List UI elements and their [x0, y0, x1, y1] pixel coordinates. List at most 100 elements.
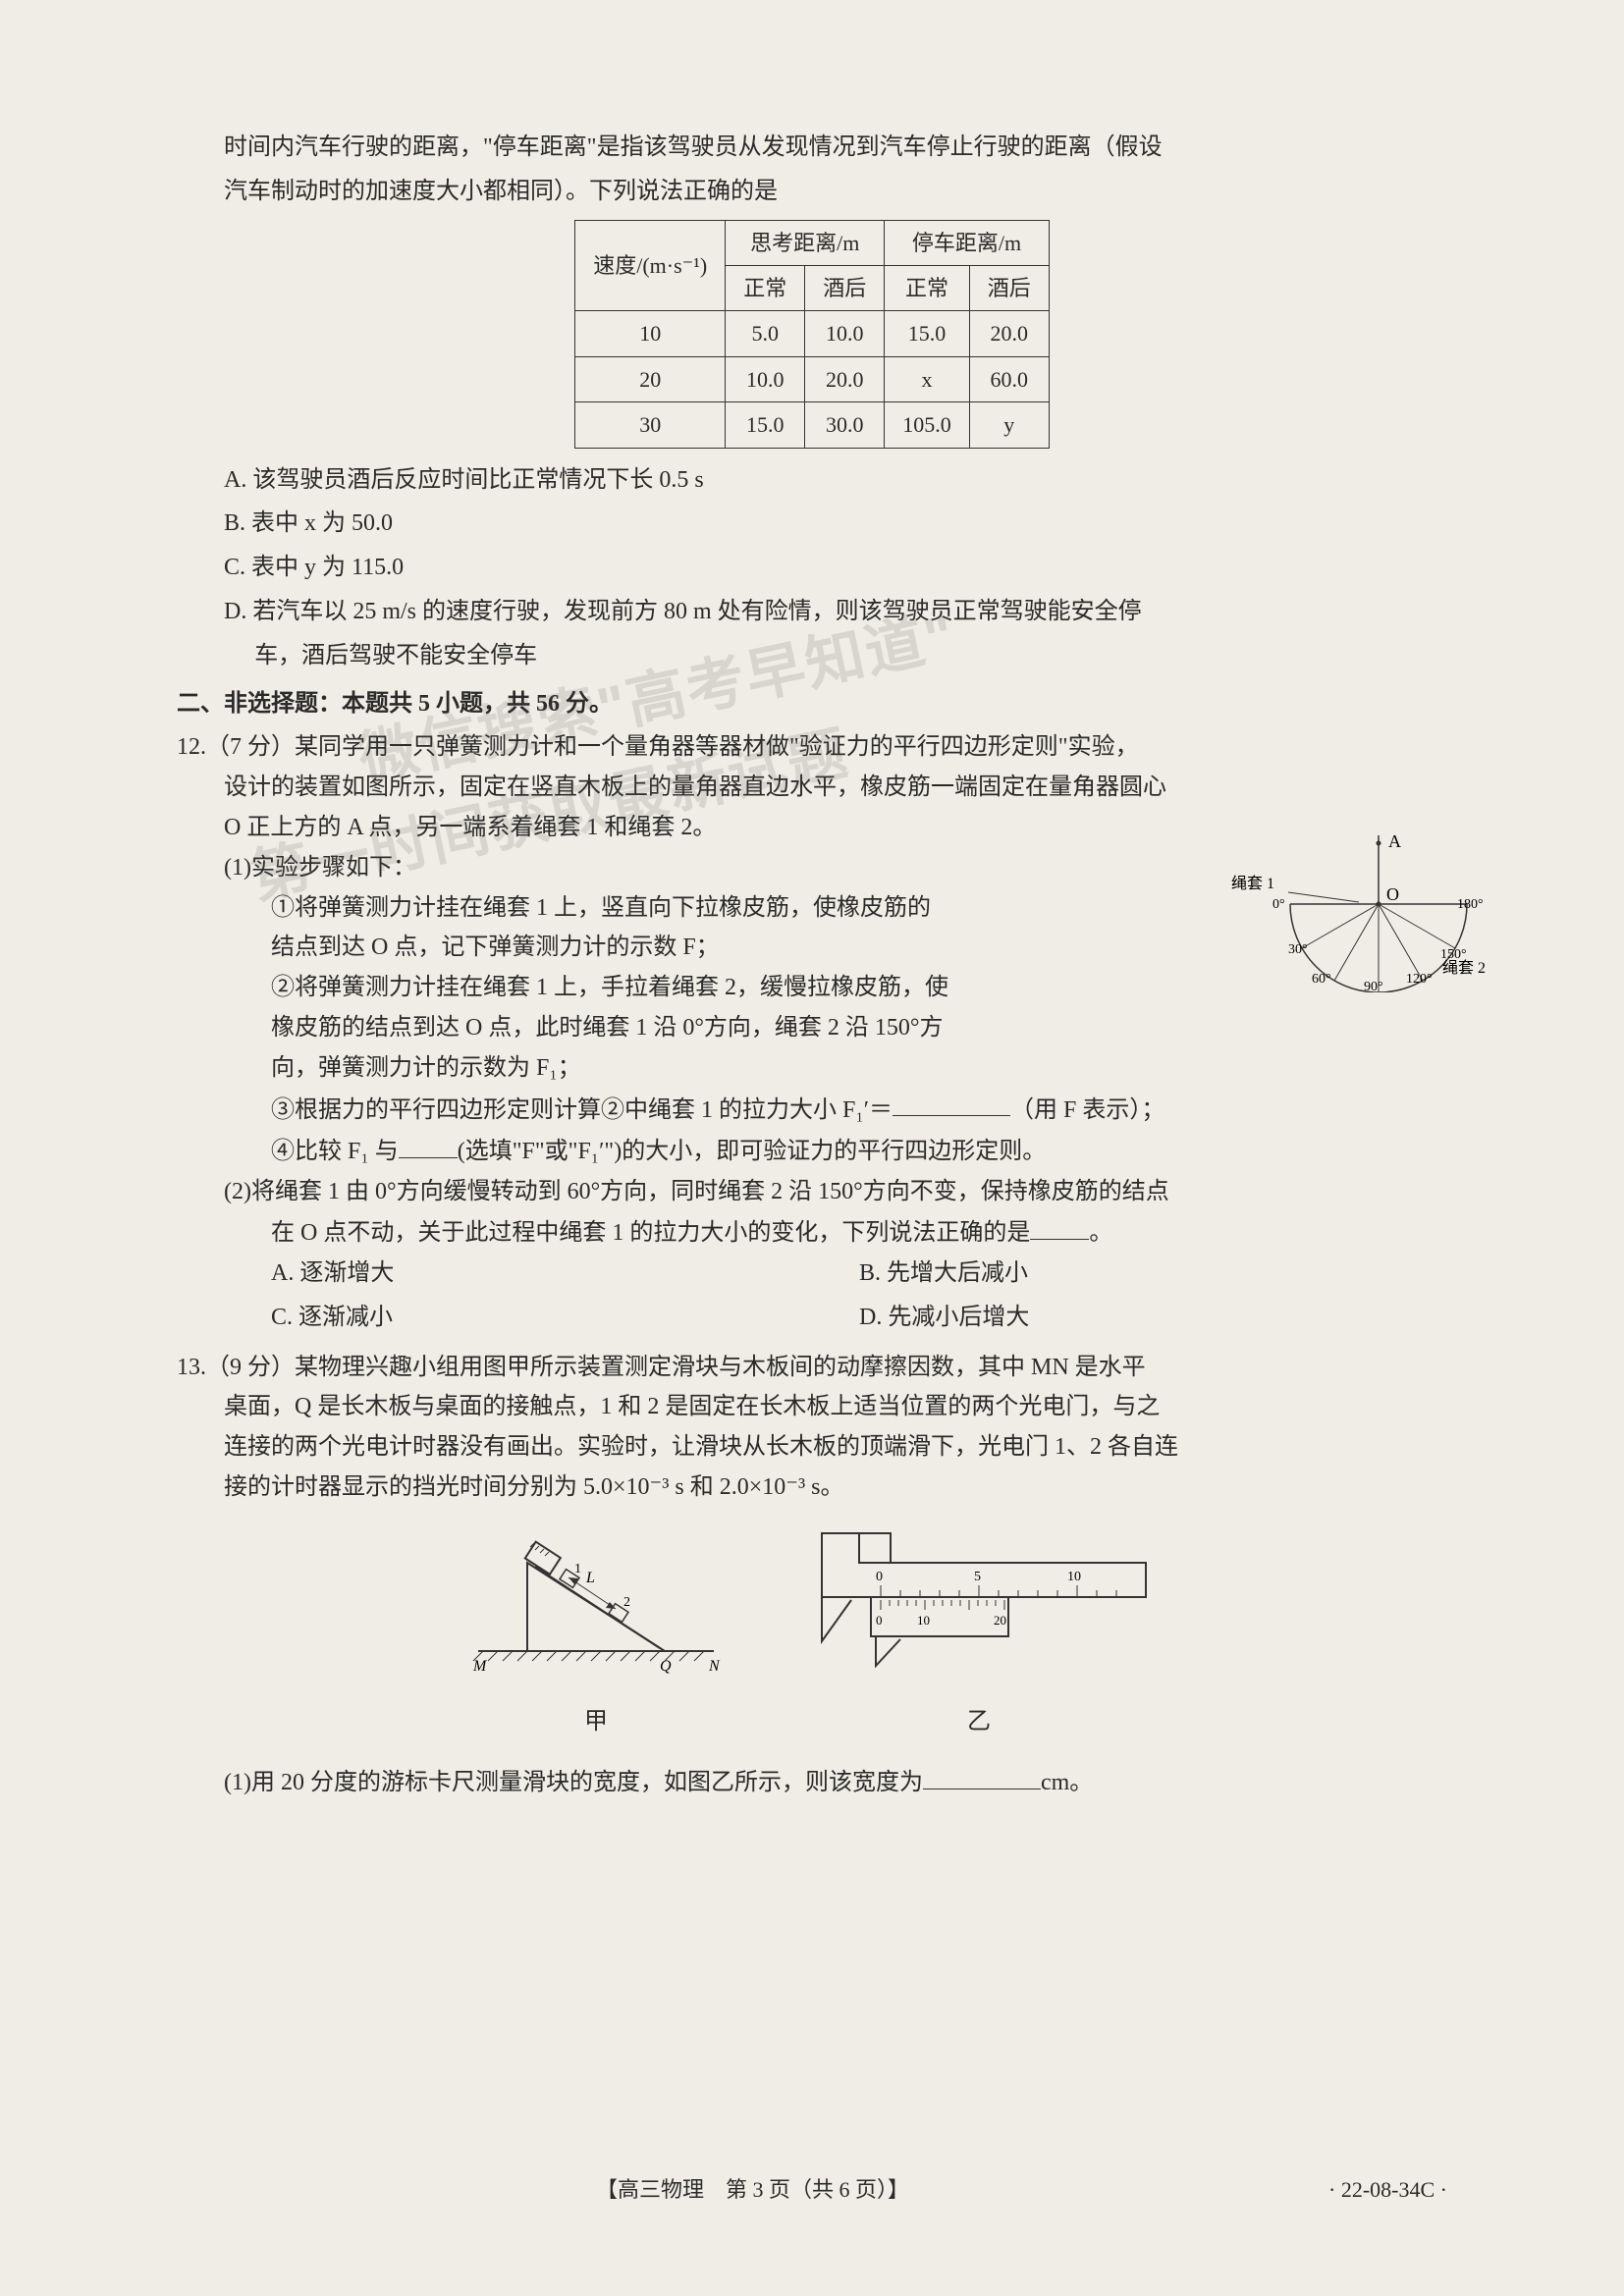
cell: 20.0	[805, 356, 885, 401]
intro-text-1: 时间内汽车行驶的距离，"停车距离"是指该驾驶员从发现情况到汽车停止行驶的距离（假…	[177, 128, 1447, 168]
q12-step2b: 橡皮筋的结点到达 O 点，此时绳套 1 沿 0°方向，绳套 2 沿 150°方	[271, 1008, 1056, 1048]
table-row: 速度/(m·s⁻¹) 思考距离/m 停车距离/m	[575, 220, 1050, 265]
cell: x	[885, 356, 970, 401]
cell: 5.0	[726, 311, 805, 356]
deg-180: 180°	[1457, 897, 1484, 912]
th-normal: 正常	[885, 265, 970, 310]
L-label: L	[585, 1570, 595, 1586]
q12-stem: 12.（7 分）某同学用一只弹簧测力计和一个量角器等器材做"验证力的平行四边形定…	[177, 727, 1447, 768]
footer-code: · 22-08-34C ·	[1328, 2171, 1447, 2208]
q13-sub1-unit: cm。	[1041, 1770, 1093, 1795]
cell: 105.0	[885, 402, 970, 448]
deg-60: 60°	[1312, 972, 1331, 987]
point-o-label: O	[1386, 884, 1399, 904]
vscale-0: 0	[876, 1613, 883, 1628]
th-after: 酒后	[805, 265, 885, 310]
cell: 10	[575, 311, 726, 356]
deg-90: 90°	[1364, 980, 1383, 992]
q13-stem: 桌面，Q 是长木板与桌面的接触点，1 和 2 是固定在长木板上适当位置的两个光电…	[224, 1387, 1447, 1427]
q13-sub1-text: (1)用 20 分度的游标卡尺测量滑块的宽度，如图乙所示，则该宽度为	[224, 1770, 923, 1795]
protractor-diagram: A O 0° 30° 60° 90° 120° 150° 180° 绳套 1 绳…	[1212, 835, 1487, 992]
q12-step1b: 结点到达 O 点，记下弹簧测力计的示数 F；	[271, 928, 1056, 968]
vscale-10: 10	[917, 1613, 930, 1628]
data-table: 速度/(m·s⁻¹) 思考距离/m 停车距离/m 正常 酒后 正常 酒后 105…	[574, 220, 1050, 449]
q12-2b-text: 在 O 点不动，关于此过程中绳套 1 的拉力大小的变化，下列说法正确的是	[271, 1220, 1030, 1246]
th-stop: 停车距离/m	[885, 220, 1050, 265]
scale-5: 5	[974, 1570, 981, 1584]
th-after: 酒后	[969, 265, 1049, 310]
q12-step2: ②将弹簧测力计挂在绳套 1 上，手拉着绳套 2，缓慢拉橡皮筋，使	[271, 968, 1056, 1008]
q12-opt-c: C. 逐渐减小	[271, 1298, 859, 1338]
caliper-diagram: 0 5 10 0 10 20	[802, 1523, 1156, 1681]
table-row: 3015.030.0105.0y	[575, 402, 1050, 448]
q13-stem: 接的计时器显示的挡光时间分别为 5.0×10⁻³ s 和 2.0×10⁻³ s。	[224, 1468, 1447, 1508]
q13-figures: 1 2 L M Q N 甲 0 5 10	[177, 1523, 1447, 1742]
deg-120: 120°	[1406, 972, 1433, 987]
q12-2b: 在 O 点不动，关于此过程中绳套 1 的拉力大小的变化，下列说法正确的是 。	[271, 1211, 1447, 1254]
deg-0: 0°	[1272, 897, 1285, 912]
cell: 20	[575, 356, 726, 401]
th-think: 思考距离/m	[726, 220, 885, 265]
q12-block: 12.（7 分）某同学用一只弹簧测力计和一个量角器等器材做"验证力的平行四边形定…	[177, 727, 1447, 1341]
q12-opt-a: A. 逐渐增大	[271, 1254, 859, 1294]
rope1-label: 绳套 1	[1231, 875, 1274, 892]
cell: 15.0	[885, 311, 970, 356]
cell: 60.0	[969, 356, 1049, 401]
table-row: 2010.020.0x60.0	[575, 356, 1050, 401]
q13-sub1: (1)用 20 分度的游标卡尺测量滑块的宽度，如图乙所示，则该宽度为 cm。	[224, 1761, 1447, 1803]
option-d: D. 若汽车以 25 m/s 的速度行驶，发现前方 80 m 处有险情，则该驾驶…	[224, 592, 1447, 632]
cell: 10.0	[805, 311, 885, 356]
M-label: M	[472, 1658, 488, 1675]
cell: 10.0	[726, 356, 805, 401]
scale-0: 0	[876, 1570, 883, 1584]
vscale-20: 20	[994, 1613, 1006, 1628]
footer: 【高三物理 第 3 页（共 6 页）】 · 22-08-34C ·	[177, 2171, 1447, 2208]
figure-jia: 1 2 L M Q N 甲	[468, 1523, 724, 1742]
th-speed: 速度/(m·s⁻¹)	[575, 220, 726, 311]
q12-opt-d: D. 先减小后增大	[859, 1298, 1447, 1338]
N-label: N	[708, 1658, 721, 1675]
q12-opt-b: B. 先增大后减小	[859, 1254, 1447, 1294]
cell: 30	[575, 402, 726, 448]
fig-yi-label: 乙	[802, 1702, 1156, 1742]
option-list: A. 该驾驶员酒后反应时间比正常情况下长 0.5 s B. 表中 x 为 50.…	[224, 460, 1447, 676]
q12-2a: (2)将绳套 1 由 0°方向缓慢转动到 60°方向，同时绳套 2 沿 150°…	[224, 1172, 1447, 1212]
table-row: 105.010.015.020.0	[575, 311, 1050, 356]
Q-label: Q	[660, 1658, 672, 1675]
scale-10: 10	[1067, 1570, 1081, 1584]
blank-ans	[1030, 1211, 1089, 1240]
q12-stem: 设计的装置如图所示，固定在竖直木板上的量角器直边水平，橡皮筋一端固定在量角器圆心	[224, 768, 1447, 808]
q13-stem: 连接的两个光电计时器没有画出。实验时，让滑块从长木板的顶端滑下，光电门 1、2 …	[224, 1427, 1447, 1468]
cell: y	[969, 402, 1049, 448]
step4-a: ④比较 F₁ 与	[271, 1139, 399, 1164]
cell: 15.0	[726, 402, 805, 448]
q12-step3: ③根据力的平行四边形定则计算②中绳套 1 的拉力大小 F₁′＝ （用 F 表示）；	[271, 1089, 1447, 1131]
q12-step1: ①将弹簧测力计挂在绳套 1 上，竖直向下拉橡皮筋，使橡皮筋的	[271, 888, 1056, 929]
figure-yi: 0 5 10 0 10 20 乙	[802, 1523, 1156, 1742]
q12-step2c: 向，弹簧测力计的示数为 F₁；	[271, 1048, 1056, 1089]
q12-options: A. 逐渐增大 B. 先增大后减小 C. 逐渐减小 D. 先减小后增大	[271, 1254, 1447, 1342]
cell: 30.0	[805, 402, 885, 448]
th-normal: 正常	[726, 265, 805, 310]
fig-jia-label: 甲	[468, 1702, 724, 1742]
option-a: A. 该驾驶员酒后反应时间比正常情况下长 0.5 s	[224, 460, 1447, 501]
q12-2b-tail: 。	[1089, 1220, 1112, 1246]
blank-width	[923, 1761, 1041, 1789]
step4-b: (选填"F"或"F₁′")的大小，即可验证力的平行四边形定则。	[458, 1139, 1046, 1164]
section-2-header: 二、非选择题：本题共 5 小题，共 56 分。	[177, 684, 1447, 724]
point-a-label: A	[1388, 835, 1401, 851]
blank-f1	[893, 1089, 1010, 1117]
gate1-label: 1	[574, 1562, 581, 1576]
option-b: B. 表中 x 为 50.0	[224, 504, 1447, 544]
step3-text: ③根据力的平行四边形定则计算②中绳套 1 的拉力大小 F₁′＝	[271, 1096, 893, 1122]
step3-tail: （用 F 表示）；	[1010, 1096, 1164, 1122]
q13-stem: 13.（9 分）某物理兴趣小组用图甲所示装置测定滑块与木板间的动摩擦因数，其中 …	[177, 1348, 1447, 1388]
option-c: C. 表中 y 为 115.0	[224, 548, 1447, 588]
deg-30: 30°	[1288, 942, 1308, 957]
ramp-diagram: 1 2 L M Q N	[468, 1523, 724, 1681]
blank-f	[399, 1130, 458, 1158]
gate2-label: 2	[623, 1595, 630, 1610]
cell: 20.0	[969, 311, 1049, 356]
intro-text-2: 汽车制动时的加速度大小都相同）。下列说法正确的是	[224, 172, 1447, 212]
rope2-label: 绳套 2	[1442, 959, 1486, 977]
